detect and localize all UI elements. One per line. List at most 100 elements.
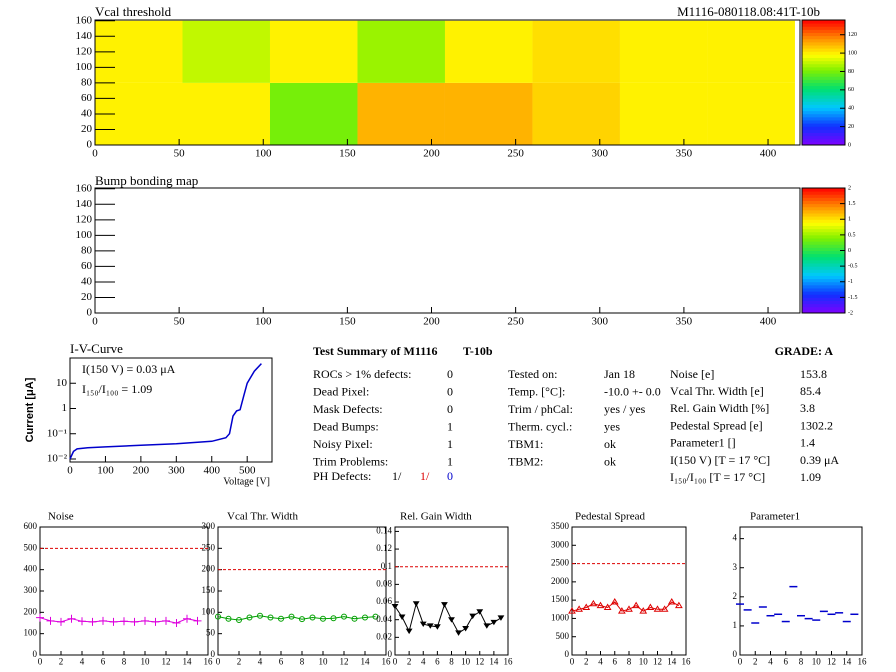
point — [183, 614, 191, 623]
y-tick-label: 80 — [81, 244, 93, 256]
colorbar-segment — [802, 263, 845, 267]
colorbar-segment — [802, 45, 845, 49]
point — [568, 607, 576, 614]
summary-label: Temp. [°C]: — [508, 384, 565, 398]
x-axis-label: Voltage [V] — [223, 476, 270, 487]
colorbar-segment — [802, 241, 845, 245]
point — [267, 614, 274, 621]
colorbar-segment — [802, 269, 845, 273]
colorbar-segment — [802, 303, 845, 308]
point — [639, 607, 648, 614]
point — [330, 615, 337, 622]
point — [610, 597, 619, 605]
summary-label: I₁₅₀/I₁₀₀ [T = 17 °C] — [670, 470, 765, 484]
point — [667, 597, 676, 605]
summary-value: -10.0 +- 0.0 — [604, 384, 661, 398]
point — [412, 601, 420, 607]
point — [36, 613, 44, 622]
point — [130, 617, 139, 626]
ph-defect-value: 0 — [447, 469, 453, 483]
x-tick-label: 10 — [319, 656, 329, 666]
y-tick-label: 500 — [556, 631, 570, 641]
y-tick-label: 300 — [24, 585, 38, 595]
point — [215, 613, 221, 620]
summary-label: ROCs > 1% defects: — [313, 367, 411, 381]
colorbar-segment — [802, 209, 845, 214]
colorbar-segment — [802, 216, 845, 220]
point — [172, 619, 181, 627]
chart-title: Vcal Thr. Width — [227, 511, 298, 523]
point — [632, 601, 641, 609]
y-tick-label: 140 — [76, 198, 93, 210]
x-tick-label: 16 — [682, 656, 692, 666]
point — [674, 601, 683, 609]
chart-title: Pedestal Spread — [575, 511, 645, 523]
y-tick-label: 1000 — [551, 612, 570, 622]
x-tick-label: 400 — [760, 147, 777, 159]
colorbar-segment — [802, 297, 845, 301]
y-tick-label: 3 — [733, 562, 738, 572]
y-tick-label: 10 — [56, 377, 68, 389]
point — [582, 603, 591, 610]
heatmap-cell — [182, 20, 270, 83]
summary-label: Parameter1 [] — [670, 436, 736, 450]
ph-defect-value: 1/ — [420, 469, 430, 483]
summary-value: 0 — [447, 384, 453, 398]
y-tick-label: 3500 — [551, 521, 570, 531]
colorbar-tick-label: 60 — [848, 87, 854, 93]
x-tick-label: 0 — [92, 147, 98, 159]
colorbar-segment — [802, 288, 845, 292]
colorbar-tick-label: -0.5 — [848, 264, 858, 270]
colorbar-segment — [802, 291, 845, 295]
y-tick-label: 80 — [81, 76, 93, 88]
colorbar-segment — [802, 63, 845, 68]
x-tick-label: 300 — [592, 315, 609, 327]
x-tick-label: 150 — [339, 147, 356, 159]
colorbar-segment — [802, 231, 845, 236]
point — [46, 616, 55, 625]
summary-value: 1302.2 — [800, 418, 833, 432]
colorbar-segment — [802, 278, 845, 283]
y-tick-label: 140 — [76, 30, 93, 42]
annotation: I₁₅₀/I₁₀₀ = 1.09 — [82, 382, 152, 396]
x-tick-label: 6 — [279, 656, 284, 666]
y-tick-label: 20 — [81, 291, 93, 303]
colorbar-segment — [802, 250, 845, 255]
colorbar-segment — [802, 104, 845, 108]
heatmap-cell — [269, 82, 358, 145]
point — [341, 613, 347, 620]
summary-value: 0 — [447, 367, 453, 381]
x-tick-label: 8 — [449, 656, 454, 666]
y-tick-label: 3000 — [551, 539, 570, 549]
x-tick-label: 0 — [393, 656, 398, 666]
module-name: T-10b — [463, 344, 493, 358]
point — [109, 617, 118, 626]
x-tick-label: 500 — [239, 464, 256, 476]
x-tick-label: 10 — [639, 656, 649, 666]
y-tick-label: 250 — [202, 542, 216, 552]
iv-curve — [69, 363, 262, 460]
colorbar-segment — [802, 206, 845, 211]
point — [490, 619, 498, 626]
x-tick-label: 10 — [461, 656, 471, 666]
summary-value: ok — [604, 437, 616, 451]
colorbar-segment — [802, 194, 845, 198]
y-tick-label: 2 — [733, 591, 738, 601]
colorbar-segment — [802, 123, 845, 127]
y-tick-label: 500 — [24, 542, 38, 552]
colorbar-segment — [802, 238, 845, 242]
colorbar-segment — [802, 129, 845, 133]
x-tick-label: 16 — [858, 656, 868, 666]
point — [88, 617, 97, 626]
colorbar-tick-label: 0 — [848, 248, 851, 254]
y-tick-label: 0 — [33, 649, 38, 659]
colorbar-segment — [802, 95, 845, 99]
summary-label: TBM1: — [508, 437, 543, 451]
point — [320, 615, 326, 622]
series-line — [217, 615, 376, 621]
x-tick-label: 6 — [613, 656, 618, 666]
colorbar-segment — [802, 66, 845, 71]
summary-label: TBM2: — [508, 454, 543, 468]
summary-value: 3.8 — [800, 401, 815, 415]
